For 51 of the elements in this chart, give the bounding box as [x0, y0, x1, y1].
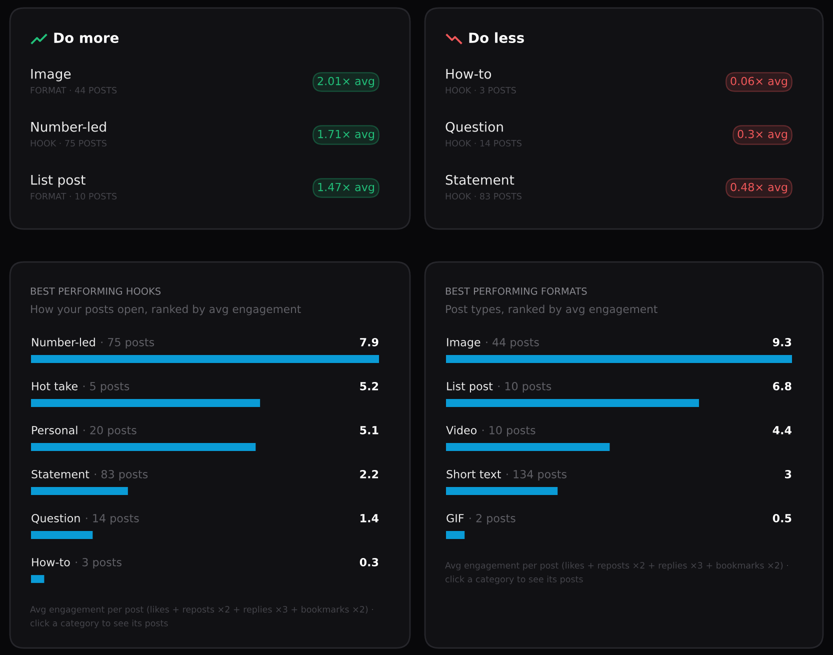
bar: [31, 531, 93, 539]
data-label: 0.5: [772, 514, 792, 522]
text: 0.48× avg: [730, 182, 787, 194]
data-label: 5.2: [360, 382, 378, 390]
text: Number-led: [31, 122, 106, 132]
text: 0.3× avg: [738, 130, 787, 140]
chart-title: BEST PERFORMING FORMATS: [446, 287, 587, 295]
y-tick-label: Image · 44 posts: [447, 338, 539, 349]
text: 1.47× avg: [318, 182, 374, 194]
data-label: 1.4: [360, 514, 378, 522]
data-label: 5.1: [360, 426, 378, 434]
bar: [31, 399, 260, 407]
data-label: 3: [785, 470, 792, 478]
y-tick-label: Statement · 83 posts: [32, 470, 148, 481]
text: Do more: [54, 32, 119, 44]
chart-subtitle: How your posts open, ranked by avg engagement: [31, 304, 301, 316]
y-tick-label: Personal · 20 posts: [32, 426, 136, 437]
y-tick-label: Question · 14 posts: [32, 514, 139, 525]
text: Question: [446, 122, 503, 134]
chart-title: BEST PERFORMING HOOKS: [30, 287, 161, 295]
text: 2.01× avg: [318, 76, 374, 88]
data-label: 2.2: [360, 470, 378, 478]
data-label: 0.3: [360, 558, 378, 566]
bar: [446, 443, 610, 451]
y-tick-label: Short text · 134 posts: [446, 470, 566, 481]
chart-subtitle: Post types, ranked by avg engagement: [446, 304, 658, 316]
bar: [31, 575, 44, 583]
y-tick-label: How-to · 3 posts: [32, 558, 122, 569]
bar: [31, 355, 379, 363]
text: Image: [31, 69, 71, 82]
text: Statement: [446, 174, 514, 185]
data-label: 4.4: [772, 426, 792, 434]
bar: [31, 487, 128, 495]
y-tick-label: GIF · 2 posts: [446, 514, 516, 525]
bar: [446, 487, 558, 495]
data-label: 7.9: [360, 338, 378, 346]
y-tick-label: Video · 10 posts: [446, 426, 536, 437]
y-tick-label: List post · 10 posts: [447, 382, 552, 393]
bar: [446, 531, 465, 539]
y-tick-label: Hot take · 5 posts: [32, 382, 130, 393]
text: List post: [31, 174, 86, 188]
bar: [446, 399, 699, 407]
text: Do less: [469, 32, 524, 44]
data-label: 9.3: [772, 338, 792, 346]
bar: [31, 443, 256, 451]
text: 1.71× avg: [318, 130, 374, 140]
y-tick-label: Number-led · 75 posts: [32, 338, 154, 349]
data-label: 6.8: [773, 382, 792, 390]
bar: [446, 355, 792, 363]
text: How-to: [446, 69, 492, 79]
text: 0.06× avg: [730, 76, 787, 88]
